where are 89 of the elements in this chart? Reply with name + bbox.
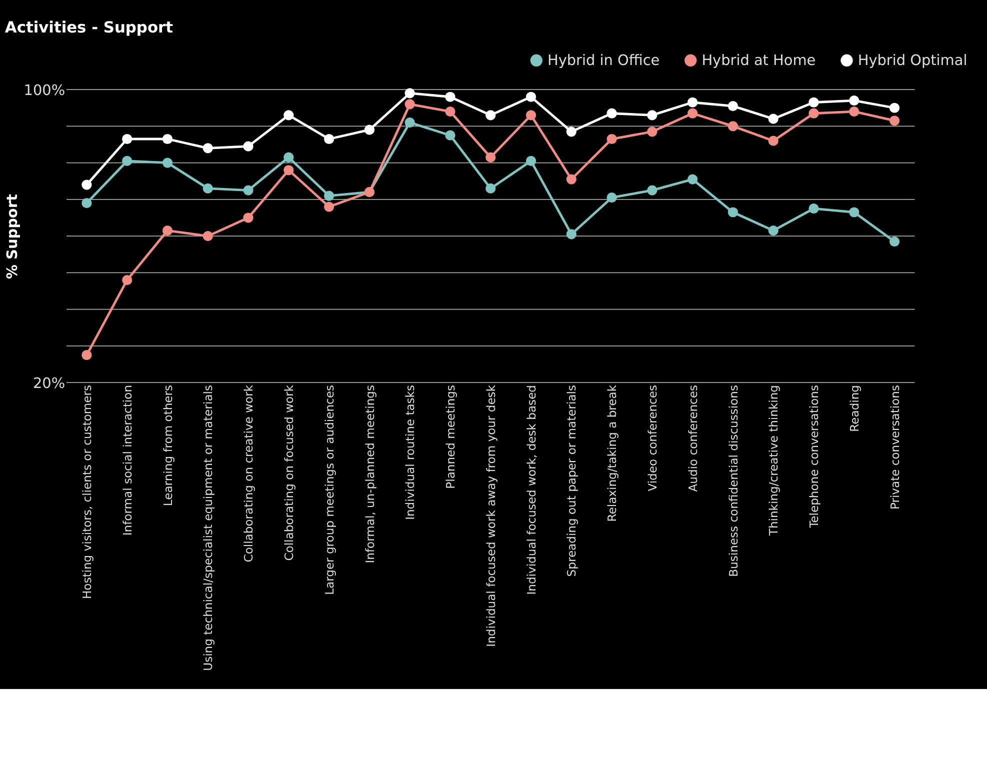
point xyxy=(606,192,617,203)
point xyxy=(404,88,415,98)
point xyxy=(284,165,294,176)
point xyxy=(606,134,617,144)
point xyxy=(768,226,778,236)
x-tick-label: Learning from others xyxy=(160,384,175,506)
point xyxy=(122,134,132,144)
point xyxy=(404,117,415,128)
point xyxy=(526,156,536,166)
point xyxy=(889,236,900,247)
x-tick-label: Relaxing/taking a break xyxy=(605,384,620,522)
point xyxy=(728,100,738,112)
point xyxy=(808,97,819,108)
legend-label: Hybrid Optimal xyxy=(858,53,968,70)
point xyxy=(284,110,294,120)
point xyxy=(647,185,658,196)
y-axis-title: % Support xyxy=(4,194,21,279)
point xyxy=(566,229,576,240)
x-tick-label: Individual focused work away from your desk xyxy=(484,384,498,647)
point xyxy=(808,204,819,214)
point xyxy=(364,124,374,135)
point xyxy=(162,226,173,236)
point xyxy=(324,134,334,144)
point xyxy=(889,116,900,126)
point xyxy=(445,106,456,117)
point xyxy=(849,207,860,218)
point xyxy=(82,198,92,208)
x-tick-label: Audio conferences xyxy=(686,384,700,492)
y-tick-label: 100% xyxy=(24,82,66,99)
point xyxy=(606,108,617,118)
point xyxy=(647,110,658,120)
point xyxy=(526,92,536,102)
chart-title: Activities - Support xyxy=(4,18,174,37)
point xyxy=(284,152,294,162)
x-tick-label: Larger group meetings or audiences xyxy=(322,384,336,595)
point xyxy=(324,202,334,212)
point xyxy=(243,141,254,152)
point xyxy=(445,92,456,102)
point xyxy=(486,183,496,194)
point xyxy=(647,126,658,137)
point xyxy=(889,102,900,113)
point xyxy=(243,212,254,223)
point xyxy=(526,110,536,120)
x-tick-label: Hosting visitors, clients or customers xyxy=(80,384,94,600)
point xyxy=(808,108,819,118)
point xyxy=(122,156,132,166)
legend-label: Hybrid in Office xyxy=(547,53,660,70)
point xyxy=(404,99,415,110)
point xyxy=(688,174,698,184)
x-tick-label: Business confidential discussions xyxy=(726,384,740,577)
point xyxy=(202,183,213,194)
x-tick-label: Video conferences xyxy=(646,384,660,492)
point xyxy=(162,134,173,144)
point xyxy=(566,174,576,184)
legend-label: Hybrid at Home xyxy=(702,53,816,70)
point xyxy=(566,126,576,137)
point xyxy=(202,143,213,154)
point xyxy=(445,130,456,140)
point xyxy=(688,108,698,118)
x-tick-label: Reading xyxy=(847,384,862,432)
x-tick-label: Using technical/specialist equipment or materials xyxy=(201,384,216,671)
x-tick-label: Collaborating on creative work xyxy=(242,384,256,562)
point xyxy=(122,274,132,286)
x-tick-label: Informal social interaction xyxy=(120,384,134,536)
point xyxy=(486,152,496,162)
y-tick-label: 20% xyxy=(32,376,66,392)
x-tick-label: Individual focused work, desk based xyxy=(524,384,538,595)
x-tick-label: Private conversations xyxy=(888,384,902,510)
x-tick-label: Planned meetings xyxy=(444,384,458,489)
point xyxy=(768,136,778,146)
x-tick-label: Telephone conversations xyxy=(807,384,822,529)
point xyxy=(82,350,92,360)
point xyxy=(688,97,698,108)
point xyxy=(324,190,334,201)
point xyxy=(202,231,213,242)
point xyxy=(243,185,254,196)
point xyxy=(728,207,738,218)
point xyxy=(849,106,860,117)
x-tick-label: Informal, un-planned meetings xyxy=(362,384,377,564)
x-tick-label: Spreading out paper or materials xyxy=(564,384,579,577)
point xyxy=(162,158,173,168)
x-tick-label: Individual routine tasks xyxy=(403,384,418,520)
x-tick-label: Collaborating on focused work xyxy=(282,384,296,561)
x-tick-label: Thinking/creative thinking xyxy=(766,384,781,537)
point xyxy=(728,121,738,132)
point xyxy=(486,110,496,120)
point xyxy=(82,180,92,190)
point xyxy=(849,96,860,106)
point xyxy=(768,114,778,124)
